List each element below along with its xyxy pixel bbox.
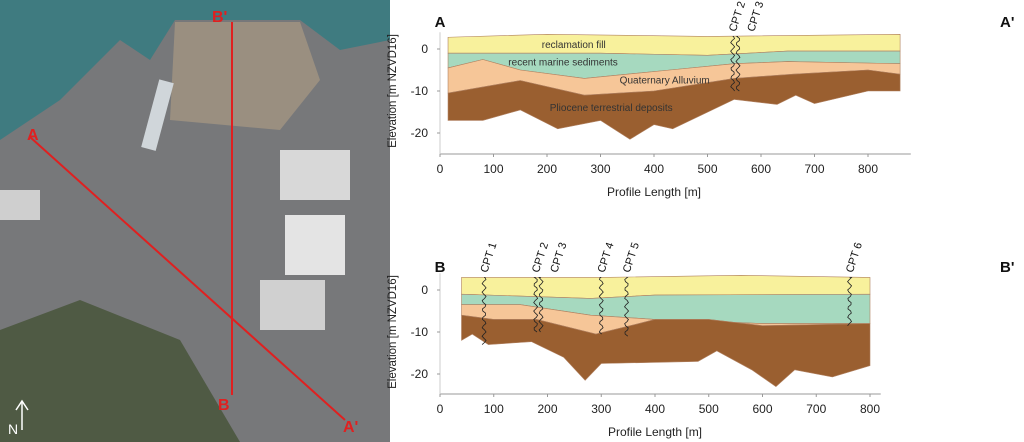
cpt-trace [735,36,741,92]
wharf-area [170,22,320,130]
warehouse-roof [0,190,40,220]
x-tick-label: 0 [437,402,444,416]
y-tick-label: -20 [411,367,429,381]
section-line-a [29,136,346,421]
cpt-trace [598,277,604,335]
layer-label: Pliocene terrestrial deposits [550,103,673,114]
harbour-water [0,0,390,140]
x-tick-label: 200 [537,402,557,416]
aerial-photo [0,0,390,442]
cpt-label: CPT 4 [596,241,617,274]
x-axis-label: Profile Length [m] [607,185,701,199]
cpt-trace [847,277,853,326]
layer-pliocene-deposits [461,314,871,387]
x-tick-label: 0 [437,162,444,176]
y-tick-label: -20 [411,126,429,140]
section-label-left: A [435,14,446,31]
x-tick-label: 700 [804,162,824,176]
cpt-trace [538,277,544,333]
y-tick-label: 0 [421,42,428,56]
y-tick-label: -10 [411,84,429,98]
x-axis-label: Profile Length [m] [608,425,702,439]
cpt-trace [481,277,487,345]
x-tick-label: 100 [483,162,503,176]
x-tick-label: 700 [806,402,826,416]
section-label-left: B [435,259,446,276]
x-tick-label: 500 [697,162,717,176]
map-label-a-prime: A' [343,419,358,436]
warehouse-roof [285,215,345,275]
map-label-b: B [218,397,230,414]
layer-pliocene-deposits [447,69,901,140]
layer-label: recent marine sediments [508,57,618,68]
y-tick-label: 0 [421,283,428,297]
x-tick-label: 300 [590,162,610,176]
layer-label: Quaternary Alluvium [620,76,710,87]
north-label: N [8,421,18,437]
cpt-trace [730,36,736,92]
cross-section-a: 0 100 200 300 400 500 600 700 800 0 -10 -20 Profile … [387,0,1014,199]
section-label-right: A' [1000,14,1014,31]
y-axis-label: Elevation [m NZVD16] [387,34,399,148]
x-tick-label: 600 [751,162,771,176]
cpt-trace [624,277,630,337]
hillside-vegetation [0,300,240,442]
x-tick-label: 400 [645,402,665,416]
cross-section-b: 0 100 200 300 400 500 600 700 800 0 -10 -20 Profile … [387,241,1014,439]
x-tick-label: 800 [860,402,880,416]
cpt-label: CPT 3 [745,0,766,33]
section-label-right: B' [1000,259,1014,276]
x-tick-label: 400 [644,162,664,176]
x-tick-label: 300 [591,402,611,416]
cpt-label: CPT 6 [844,241,865,274]
x-tick-label: 500 [699,402,719,416]
cpt-label: CPT 5 [621,241,642,274]
map-label-b-prime: B' [212,9,227,26]
x-tick-label: 100 [484,402,504,416]
x-tick-label: 600 [752,402,772,416]
warehouse-roof [280,150,350,200]
y-axis-label: Elevation [m NZVD16] [387,275,399,389]
cpt-label: CPT 3 [548,241,569,274]
moored-ship [141,79,174,151]
north-arrow-icon [15,399,29,430]
map-label-a: A [27,127,39,144]
x-tick-label: 200 [537,162,557,176]
layer-label: reclamation fill [542,40,606,51]
cpt-label: CPT 1 [479,241,500,274]
y-tick-label: -10 [411,325,429,339]
x-tick-label: 800 [858,162,878,176]
warehouse-roof [260,280,325,330]
cpt-trace [533,277,539,333]
